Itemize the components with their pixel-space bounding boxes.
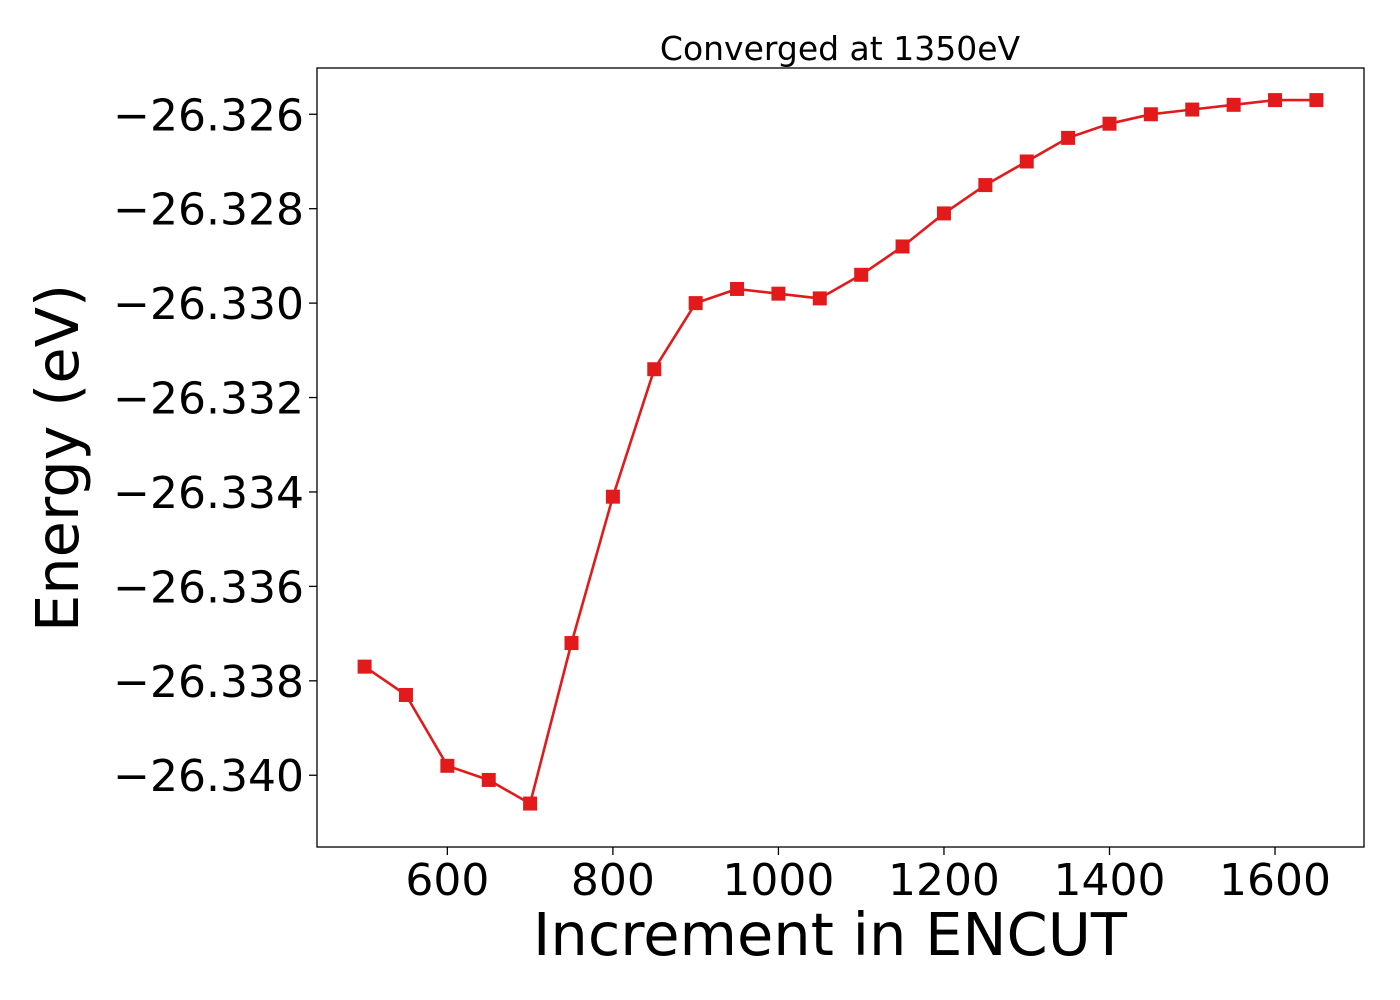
data-point <box>523 796 538 811</box>
data-point <box>1268 93 1283 108</box>
plot-marks <box>357 93 1324 811</box>
data-point <box>1185 102 1200 117</box>
x-tick-label: 1000 <box>722 855 834 906</box>
data-point <box>357 659 372 674</box>
plot-frame <box>316 67 1365 848</box>
data-point <box>440 758 455 773</box>
y-tick-label: −26.338 <box>113 657 304 708</box>
y-axis-label: Energy (eV) <box>23 284 92 632</box>
data-point <box>1061 130 1076 145</box>
data-point <box>895 239 910 254</box>
x-axis-label: Increment in ENCUT <box>533 900 1128 969</box>
data-point <box>481 772 496 787</box>
y-tick-label: −26.330 <box>113 279 304 330</box>
data-point <box>978 178 993 193</box>
x-tick-label: 1400 <box>1053 855 1165 906</box>
data-point <box>936 206 951 221</box>
y-tick-label: −26.328 <box>113 185 304 236</box>
x-tick-label: 1600 <box>1219 855 1331 906</box>
data-point <box>688 296 703 311</box>
data-point <box>730 281 745 296</box>
data-point <box>564 636 579 651</box>
data-point <box>771 286 786 301</box>
data-point <box>854 267 869 282</box>
x-tick-label: 800 <box>571 855 655 906</box>
x-tick-label: 600 <box>405 855 489 906</box>
y-tick-label: −26.334 <box>113 468 304 519</box>
chart-title: Converged at 1350eV <box>660 29 1021 68</box>
data-point <box>1143 107 1158 122</box>
y-tick-label: −26.332 <box>113 374 304 425</box>
data-point <box>1309 93 1324 108</box>
data-point <box>398 687 413 702</box>
data-point <box>605 489 620 504</box>
data-point <box>1226 97 1241 112</box>
x-tick-label: 1200 <box>888 855 1000 906</box>
x-axis-ticks: 600 800 1000 1200 1400 1600 <box>405 847 1331 906</box>
y-tick-label: −26.336 <box>113 562 304 613</box>
data-point <box>647 362 662 377</box>
y-axis-ticks: −26.326 −26.328 −26.330 −26.332 −26.334 −26.3… <box>113 90 317 802</box>
data-point <box>1102 116 1117 131</box>
data-point <box>1019 154 1034 169</box>
y-tick-label: −26.340 <box>113 751 304 802</box>
y-tick-label: −26.326 <box>113 90 304 141</box>
data-point <box>812 291 827 306</box>
